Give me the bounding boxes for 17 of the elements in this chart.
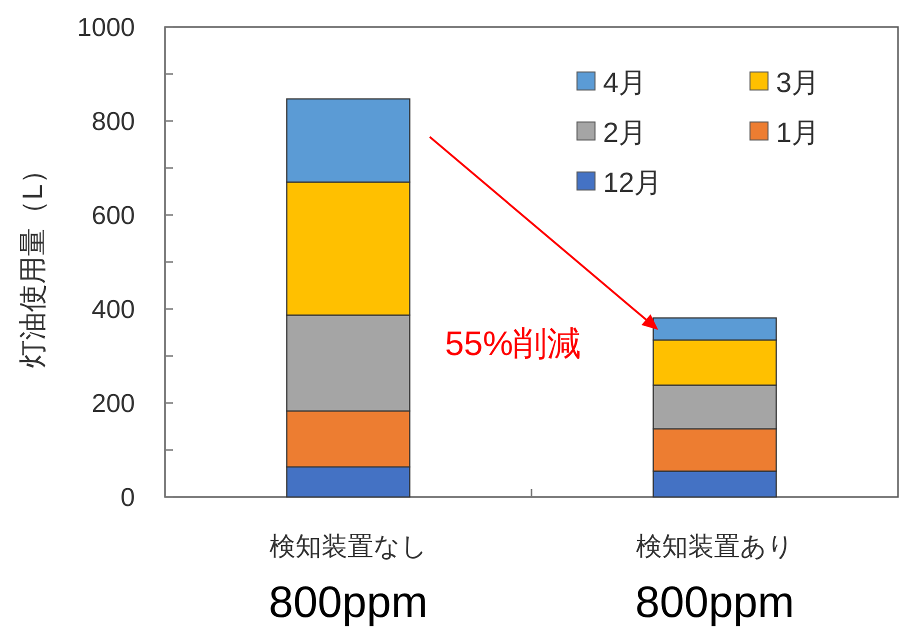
y-tick-label: 800 bbox=[92, 106, 135, 136]
y-axis-title: 灯油使用量（L） bbox=[17, 156, 48, 368]
legend-label: 12月 bbox=[603, 167, 662, 198]
y-tick-label: 1000 bbox=[77, 12, 135, 42]
legend-label: 3月 bbox=[776, 67, 820, 98]
text: 800ppm bbox=[268, 578, 428, 627]
annotation: 55%削減 bbox=[445, 324, 582, 363]
x-tick-label: 検知装置なし bbox=[269, 531, 428, 561]
y-tick-label: 200 bbox=[92, 388, 135, 418]
y-tick-label: 400 bbox=[92, 294, 135, 324]
legend-label: 4月 bbox=[603, 67, 647, 98]
x-tick-label: 検知装置あり bbox=[636, 531, 794, 561]
legend-label: 2月 bbox=[603, 117, 647, 148]
y-tick-label: 0 bbox=[120, 482, 135, 512]
legend-label: 1月 bbox=[776, 117, 820, 148]
y-tick-label: 600 bbox=[92, 200, 135, 230]
text: 800ppm bbox=[635, 578, 794, 627]
